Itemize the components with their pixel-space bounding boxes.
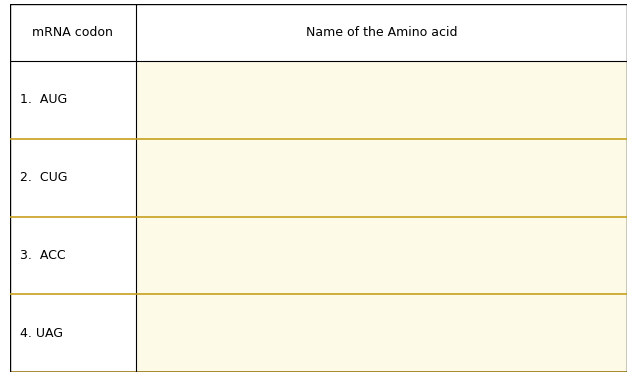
Bar [136,217,627,294]
Text: Name of the Amino acid: Name of the Amino acid [306,26,457,39]
Text: 3.  ACC: 3. ACC [20,249,66,262]
Bar [10,217,136,294]
Bar [136,294,627,372]
Bar [10,139,136,217]
Text: mRNA codon: mRNA codon [32,26,113,39]
Bar [10,294,136,372]
Bar [136,139,627,217]
Text: 2.  CUG: 2. CUG [20,171,67,184]
Bar [136,61,627,139]
Bar [10,4,627,61]
Text: 1.  AUG: 1. AUG [20,93,67,106]
Text: 4. UAG: 4. UAG [20,327,62,340]
Bar [10,61,136,139]
